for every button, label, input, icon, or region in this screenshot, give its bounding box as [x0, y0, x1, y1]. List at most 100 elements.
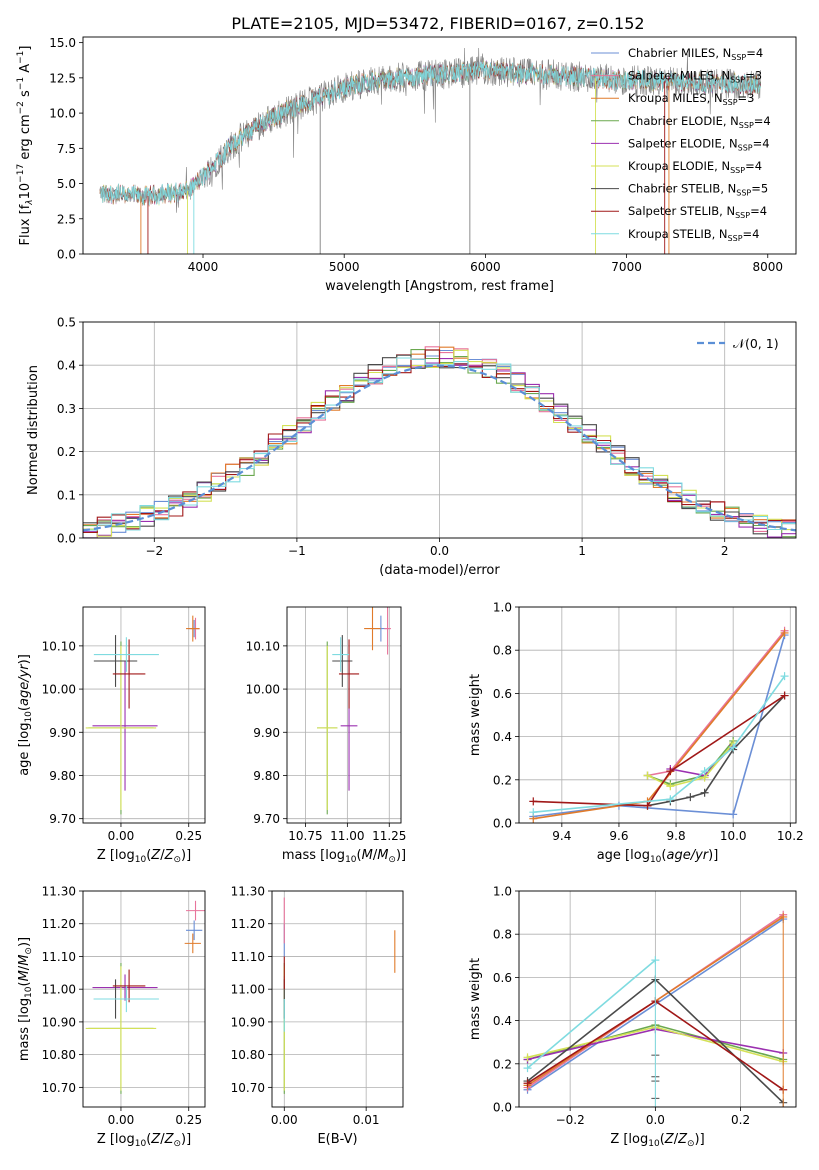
x-tick-label: 0.0: [646, 1113, 665, 1127]
panel-mass_vs_Z: 0.00 0.25 10.70 10.80 10.90 11.00 11.10 11.20 11…: [17, 885, 206, 1150]
x-tick-label: 9.6: [609, 829, 628, 843]
legend-entry: Kroupa STELIB, NSSP=4: [628, 227, 759, 243]
legend-entry: Kroupa ELODIE, NSSP=4: [628, 159, 762, 175]
legend-entry: Chabrier STELIB, NSSP=5: [628, 182, 768, 198]
y-tick-label: 9.70: [253, 812, 280, 826]
mass-weight-line: [533, 675, 786, 813]
x-tick-label: −2: [145, 544, 163, 558]
axes: 0.00 0.01 10.70 10.80 10.90 11.00 11.10 11.20 11…: [231, 885, 380, 1148]
mass-weight-marker: [780, 628, 789, 637]
y-axis-label: age [log10(age/yr)]: [17, 654, 34, 776]
plot-area: [523, 910, 788, 1107]
y-tick-label: 0.2: [493, 773, 512, 787]
mass-weight-line: [533, 634, 786, 818]
y-tick-label: 9.90: [253, 726, 280, 740]
y-axis-label: mass weight: [468, 958, 483, 1040]
mass-weight-marker: [686, 793, 695, 802]
y-tick-label: 0.2: [57, 445, 76, 459]
y-tick-label: 15.0: [49, 36, 76, 50]
y-tick-label: 0.0: [57, 532, 76, 546]
axes: 4000 5000 6000 7000 8000 0.0 2.5 5.0 7.5 10.0 12.5…: [16, 36, 783, 294]
x-tick-label: 5000: [329, 260, 360, 274]
x-tick-label: 2: [721, 544, 729, 558]
legend-entry: 𝒩(0, 1): [733, 336, 779, 351]
axes: −2 −1 0.0 1 2 0.0 0.1 0.2 0.3 0.4 0.5 (data-model)/…: [26, 316, 729, 579]
x-tick-label: 9.8: [667, 829, 686, 843]
y-tick-label: 9.70: [49, 812, 76, 826]
axes-frame: [82, 36, 797, 255]
y-tick-label: 1.0: [493, 601, 512, 615]
mass-weight-line: [526, 959, 656, 1069]
x-tick-label: 0.25: [175, 1113, 202, 1127]
y-tick-label: 10.90: [42, 1015, 76, 1029]
mass-weight-marker: [529, 797, 538, 806]
grid-lines: [272, 890, 403, 1107]
mass-weight-marker: [523, 1064, 532, 1073]
axes-frame: [518, 890, 797, 1108]
x-tick-label: 1: [578, 544, 586, 558]
x-axis-label: mass [log10(M/M⊙)]: [282, 848, 406, 865]
mass-weight-marker: [700, 788, 709, 797]
x-axis-label: (data-model)/error: [379, 563, 500, 578]
axes: −0.2 0.0 0.2 0.0 0.2 0.4 0.6 0.8 1.0 Z [log10(Z/Z…: [468, 885, 750, 1150]
x-tick-label: 0.2: [731, 1113, 750, 1127]
y-tick-label: 11.30: [231, 885, 265, 899]
y-tick-label: 11.00: [231, 983, 265, 997]
mass-weight-marker: [643, 801, 652, 810]
x-tick-label: 0.01: [353, 1113, 380, 1127]
x-tick-label: 10.2: [777, 829, 804, 843]
y-tick-label: 10.80: [42, 1048, 76, 1062]
y-tick-label: 10.10: [42, 639, 76, 653]
x-tick-label: 0.00: [271, 1113, 298, 1127]
y-tick-label: 0.4: [493, 1014, 512, 1028]
y-tick-label: 2.5: [57, 212, 76, 226]
x-tick-label: 7000: [611, 260, 642, 274]
axes: 0.00 0.25 10.70 10.80 10.90 11.00 11.10 11.20 11…: [17, 885, 202, 1150]
x-tick-label: −1: [288, 544, 306, 558]
x-tick-label: 0.00: [108, 1113, 135, 1127]
mass-weight-marker: [729, 743, 738, 752]
grid-lines: [83, 607, 205, 823]
gaussian-curve: [83, 364, 796, 532]
y-tick-label: 0.6: [493, 687, 512, 701]
y-tick-label: 11.00: [42, 983, 76, 997]
legend-entry: Kroupa MILES, NSSP=3: [628, 91, 754, 107]
mass-weight-marker: [729, 810, 738, 819]
mass-weight-line: [647, 742, 734, 788]
y-tick-label: 0.4: [57, 359, 76, 373]
y-axis-label: Normed distribution: [26, 365, 41, 495]
y-tick-label: 10.70: [42, 1081, 76, 1095]
plot-area: [529, 626, 789, 823]
x-axis-label: age [log10(age/yr)]: [597, 848, 719, 865]
axes-frame: [82, 321, 797, 539]
y-tick-label: 10.10: [246, 639, 280, 653]
x-axis-label: Z [log10(Z/Z⊙)]: [97, 848, 191, 865]
y-tick-label: 11.10: [231, 950, 265, 964]
axes-frame: [82, 890, 206, 1108]
y-tick-label: 9.90: [49, 726, 76, 740]
panel-residuals: −2 −1 0.0 1 2 0.0 0.1 0.2 0.3 0.4 0.5 (data-model)/…: [26, 316, 797, 579]
mass-weight-marker: [780, 691, 789, 700]
y-tick-label: 0.0: [493, 1101, 512, 1115]
x-tick-label: 0.00: [108, 829, 135, 843]
legend-entry: Salpeter ELODIE, NSSP=4: [628, 136, 770, 152]
y-tick-label: 0.3: [57, 402, 76, 416]
axes: 10.75 11.00 11.25 9.70 9.80 9.90 10.00 10.10 mas…: [246, 639, 407, 865]
model-spectrum-line: [99, 61, 762, 206]
x-tick-label: 0.0: [430, 544, 449, 558]
mass-weight-line: [533, 694, 786, 807]
y-tick-label: 12.5: [49, 71, 76, 85]
x-tick-label: 8000: [752, 260, 783, 274]
x-axis-label: wavelength [Angstrom, rest frame]: [325, 279, 554, 294]
y-tick-label: 11.20: [42, 917, 76, 931]
y-tick-label: 11.20: [231, 917, 265, 931]
x-tick-label: 11.25: [372, 829, 406, 843]
legend-entry: Chabrier ELODIE, NSSP=4: [628, 114, 771, 130]
x-tick-label: 11.00: [330, 829, 364, 843]
y-tick-label: 0.1: [57, 488, 76, 502]
y-tick-label: 10.80: [231, 1048, 265, 1062]
plot-area: [99, 47, 762, 254]
mass-weight-marker: [666, 767, 675, 776]
axes: 9.4 9.6 9.8 10.0 10.2 0.0 0.2 0.4 0.6 0.8 1.0 age […: [468, 601, 804, 866]
y-tick-label: 10.00: [42, 683, 76, 697]
